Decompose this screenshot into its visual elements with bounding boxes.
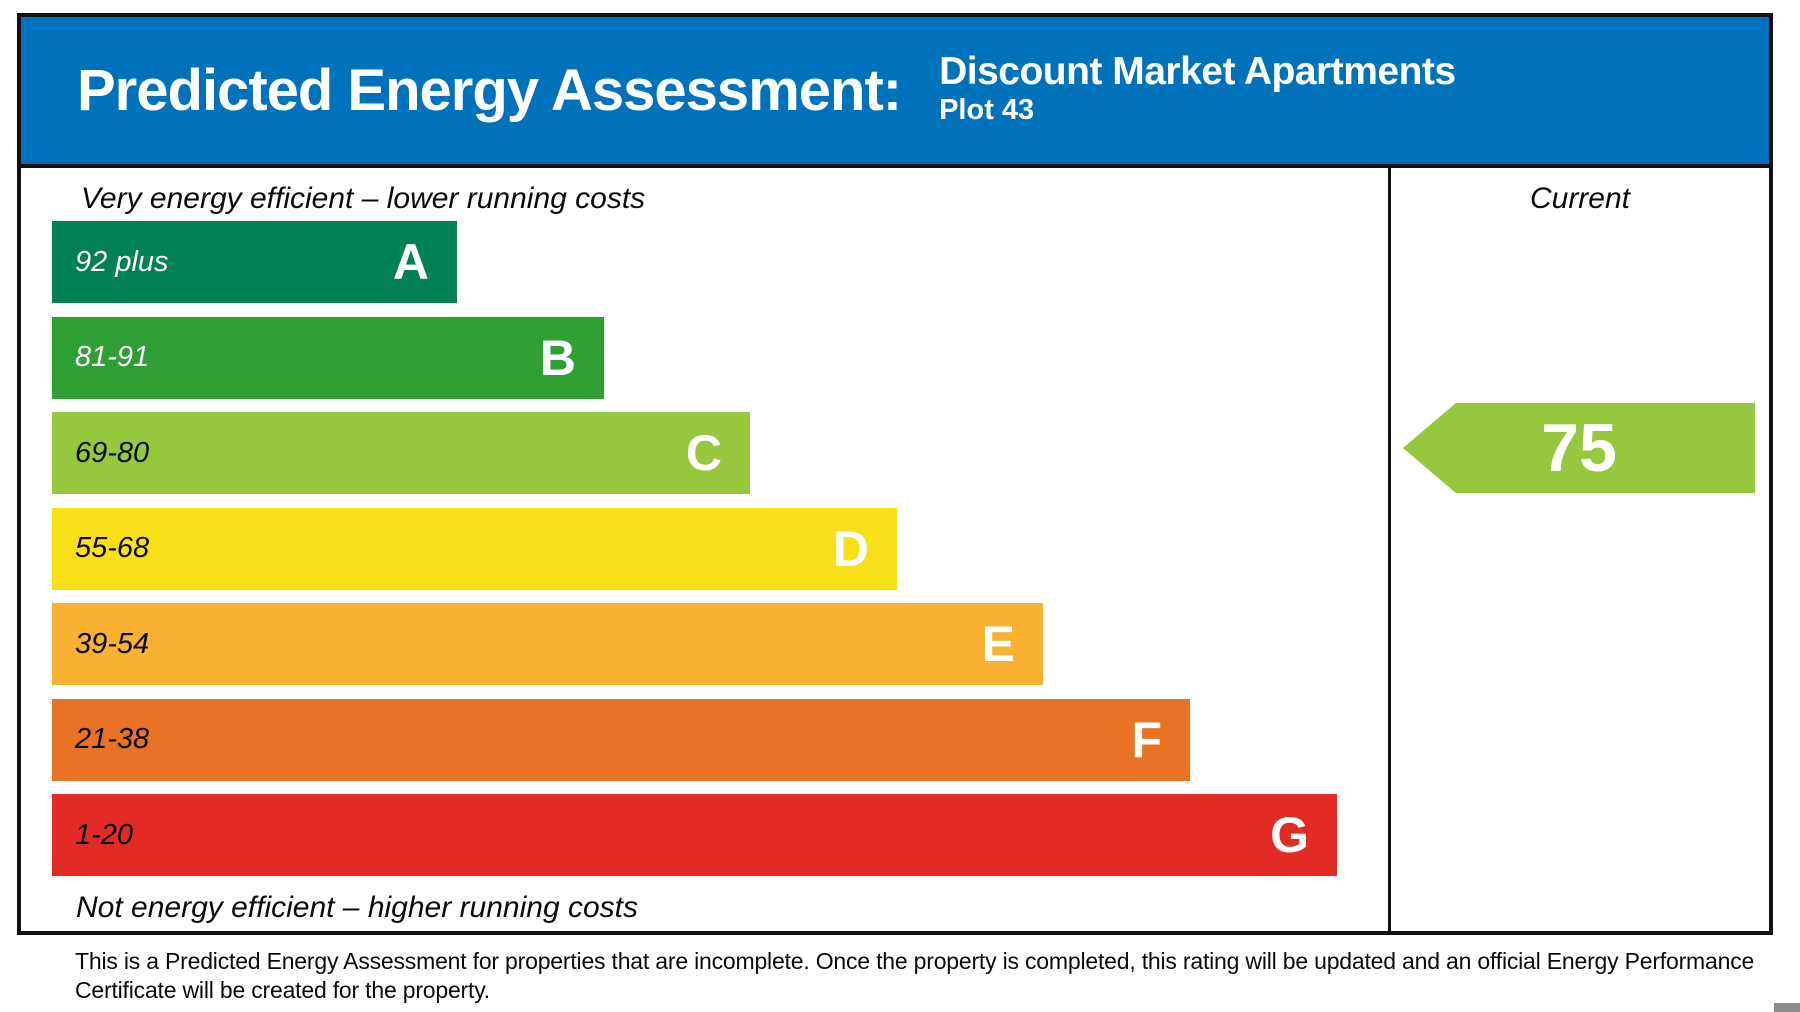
band-letter: A [392, 234, 429, 290]
band-row-g: 1-20 G [52, 794, 1337, 876]
band-range: 1-20 [75, 818, 134, 851]
band-letter: D [832, 520, 869, 577]
band-row-d: 55-68 D [52, 507, 897, 590]
caption-top: Very energy efficient – lower running co… [81, 182, 646, 215]
band-letter: C [685, 425, 722, 481]
plot-number: Plot 43 [939, 93, 1035, 126]
band-row-c: 69-80 C [52, 412, 750, 494]
band-row-f: 21-38 F [52, 698, 1190, 781]
bands-list: 92 plus A 81-91 B 69-80 C 55-68 D 39-54 … [52, 221, 1388, 876]
band-letter: B [539, 329, 576, 386]
band-letter: G [1270, 807, 1309, 863]
band-range: 92 plus [75, 245, 169, 278]
page-title: Predicted Energy Assessment: [77, 58, 902, 123]
scrollbar-fragment[interactable] [1774, 1003, 1800, 1012]
current-rating-pointer-icon: 75 [1403, 403, 1755, 493]
band-row-b: 81-91 B [52, 316, 604, 399]
property-name: Discount Market Apartments [939, 49, 1456, 93]
band-range: 39-54 [75, 627, 150, 660]
band-row-e: 39-54 E [52, 603, 1043, 685]
property-name-group: Discount Market Apartments Plot 43 [939, 49, 1456, 127]
footer-note: This is a Predicted Energy Assessment fo… [75, 948, 1755, 1003]
current-column-header: Current [1529, 182, 1631, 215]
current-rating-value: 75 [1541, 410, 1617, 486]
band-letter: F [1131, 711, 1162, 768]
band-row-a: 92 plus A [52, 221, 457, 303]
caption-bottom: Not energy efficient – higher running co… [76, 890, 638, 924]
band-range: 69-80 [75, 436, 150, 469]
current-column: Current 75 [1388, 168, 1769, 931]
band-range: 21-38 [75, 723, 150, 755]
certificate-header: Predicted Energy Assessment: Discount Ma… [21, 17, 1769, 168]
rating-bands-column: Very energy efficient – lower running co… [21, 168, 1388, 931]
chart-area: Very energy efficient – lower running co… [21, 168, 1769, 931]
certificate-box: Predicted Energy Assessment: Discount Ma… [17, 13, 1773, 935]
band-range: 55-68 [75, 532, 150, 564]
band-range: 81-91 [75, 341, 150, 373]
band-letter: E [981, 616, 1015, 672]
